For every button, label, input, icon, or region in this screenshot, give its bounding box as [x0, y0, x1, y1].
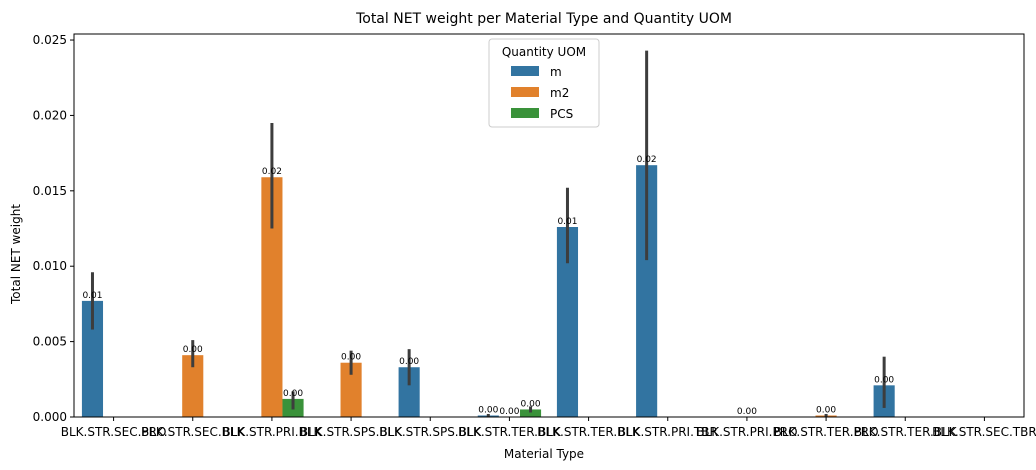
x-tick-label: BLK.STR.PRI.BLK: [222, 425, 322, 439]
x-axis-label: Material Type: [504, 447, 584, 461]
legend-swatch-m2: [511, 87, 539, 97]
y-tick-label: 0.010: [33, 259, 67, 273]
legend-label-m2: m2: [550, 86, 569, 100]
bar-m2: [182, 355, 204, 417]
bar-m2: [261, 177, 283, 417]
data-label: 0.00: [283, 389, 303, 399]
x-tick-label: BLK.STR.TER.BLK: [458, 425, 562, 439]
bar-m2: [340, 362, 362, 417]
x-tick-label: BLK.STR.PRI.PRO: [696, 425, 797, 439]
legend-label-m: m: [550, 65, 562, 79]
legend-swatch-PCS: [511, 108, 539, 118]
data-label: 0.01: [82, 291, 102, 301]
x-tick-label: BLK.STR.SEC.PRO: [61, 425, 167, 439]
data-label: 0.02: [262, 167, 282, 177]
legend-label-PCS: PCS: [550, 107, 573, 121]
y-tick-label: 0.025: [33, 33, 67, 47]
legend-title: Quantity UOM: [502, 45, 586, 59]
data-label: 0.00: [399, 357, 419, 367]
legend-swatch-m: [511, 66, 539, 76]
plot-area: 0.0000.0050.0100.0150.0200.0250.010.000.…: [33, 33, 1036, 439]
bar-m: [81, 300, 104, 417]
data-label: 0.01: [557, 217, 577, 227]
data-label: 0.00: [521, 399, 541, 409]
y-axis-label: Total NET weight: [9, 204, 23, 305]
legend: Quantity UOM m m2 PCS: [488, 38, 600, 128]
y-tick-label: 0.005: [33, 335, 67, 349]
data-label: 0.00: [183, 345, 203, 355]
bar-PCS: [519, 409, 542, 417]
x-tick-label: BLK.STR.TER.PRO: [774, 425, 879, 439]
plot-frame: [73, 33, 1025, 418]
legend-box: [488, 38, 600, 128]
data-label: 0.00: [874, 375, 894, 385]
bar-m: [636, 165, 658, 417]
y-tick-label: 0.015: [33, 184, 67, 198]
x-tick-label: BLK.STR.TER.BLK: [854, 425, 958, 439]
data-label: 0.00: [341, 353, 361, 363]
x-tick-label: BLK.STR.SPS.BLK: [300, 425, 403, 439]
bar-m: [398, 367, 420, 417]
data-label: 0.02: [637, 155, 657, 165]
chart-title: Total NET weight per Material Type and Q…: [355, 11, 732, 27]
x-tick-label: BLK.STR.SPS.BLK: [379, 425, 482, 439]
bar-m: [556, 227, 579, 417]
x-tick-label: BLK.STR.TER.BLK: [537, 425, 641, 439]
data-label: 0.00: [499, 407, 519, 417]
x-tick-label: BLK.STR.SEC.BLK: [141, 425, 246, 439]
data-label: 0.00: [816, 405, 836, 415]
data-label: 0.00: [478, 405, 498, 415]
data-label: 0.00: [737, 407, 757, 417]
y-tick-label: 0.000: [33, 410, 67, 424]
y-tick-label: 0.020: [33, 108, 67, 122]
x-tick-label: BLK.STR.SEC.TBR: [932, 425, 1036, 439]
x-tick-label: BLK.STR.PRI.TBR: [618, 425, 718, 439]
